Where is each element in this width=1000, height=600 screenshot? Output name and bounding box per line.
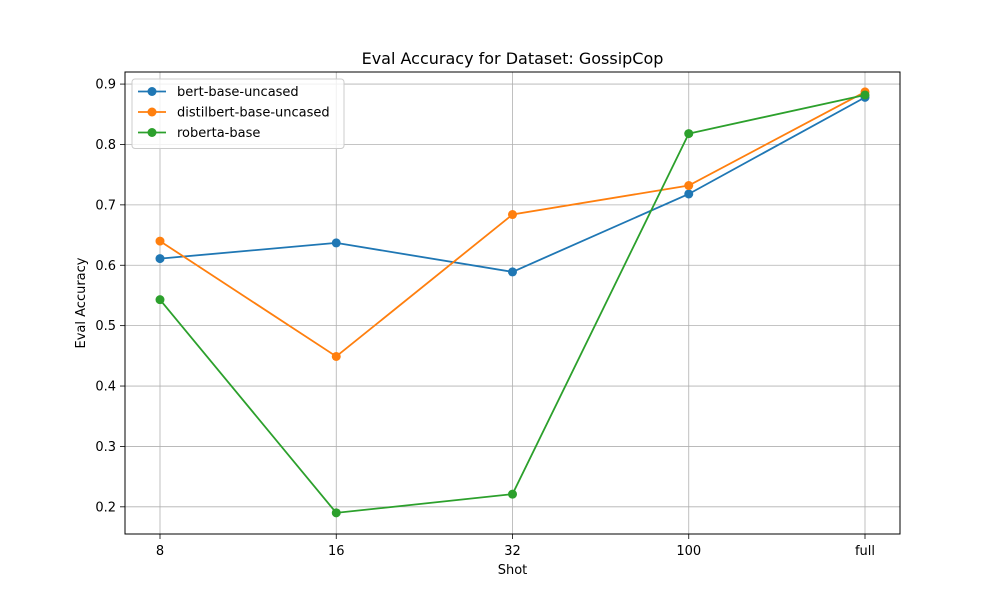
series-roberta-base	[155, 90, 870, 518]
data-point	[508, 210, 517, 220]
legend-item: distilbert-base-uncased	[138, 106, 330, 121]
y-tick-label: 0.6	[95, 259, 116, 274]
legend-label: bert-base-uncased	[177, 85, 299, 100]
x-tick-label: full	[855, 544, 875, 559]
y-axis-label: Eval Accuracy	[74, 257, 89, 348]
legend-label: roberta-base	[177, 126, 260, 141]
legend: bert-base-uncased distilbert-base-uncased…	[131, 78, 345, 149]
legend-item: roberta-base	[138, 126, 260, 141]
x-tick-label: 32	[504, 544, 521, 559]
y-tick-label: 0.2	[95, 500, 116, 515]
series-group	[155, 87, 870, 518]
data-point	[331, 351, 341, 361]
data-point	[155, 295, 165, 305]
grid	[125, 72, 900, 534]
legend-label: distilbert-base-uncased	[177, 106, 330, 121]
data-point	[684, 181, 694, 191]
data-point	[155, 236, 165, 246]
x-tick-label: 100	[676, 544, 701, 559]
x-tick-label: 16	[328, 544, 345, 559]
chart-title: Eval Accuracy for Dataset: GossipCop	[362, 49, 664, 68]
legend-swatch-marker	[147, 107, 157, 117]
y-tick-label: 0.7	[95, 198, 116, 213]
legend-swatch-marker	[147, 128, 157, 137]
data-point	[331, 238, 341, 248]
y-tick-label: 0.9	[95, 78, 116, 93]
data-point	[860, 90, 870, 100]
data-point	[155, 254, 165, 264]
y-tick-label: 0.8	[95, 138, 116, 153]
data-point	[508, 267, 517, 277]
legend-swatch-marker	[147, 87, 157, 96]
legend-item: bert-base-uncased	[138, 85, 299, 100]
y-tick-label: 0.5	[95, 319, 116, 334]
ticks: 8 16 32 100 full 0.2 0.3 0.4 0.5 0.6 0.7 0.8 0.9	[95, 78, 875, 559]
data-point	[684, 129, 694, 139]
data-point	[508, 489, 517, 499]
series-distilbert-base-uncased	[155, 87, 870, 361]
y-tick-label: 0.4	[95, 380, 116, 395]
y-tick-label: 0.3	[95, 440, 116, 455]
legend-frame	[131, 78, 345, 149]
x-axis-label: Shot	[498, 563, 528, 578]
data-point	[331, 508, 341, 518]
data-point	[684, 189, 694, 199]
x-tick-label: 8	[156, 544, 164, 559]
